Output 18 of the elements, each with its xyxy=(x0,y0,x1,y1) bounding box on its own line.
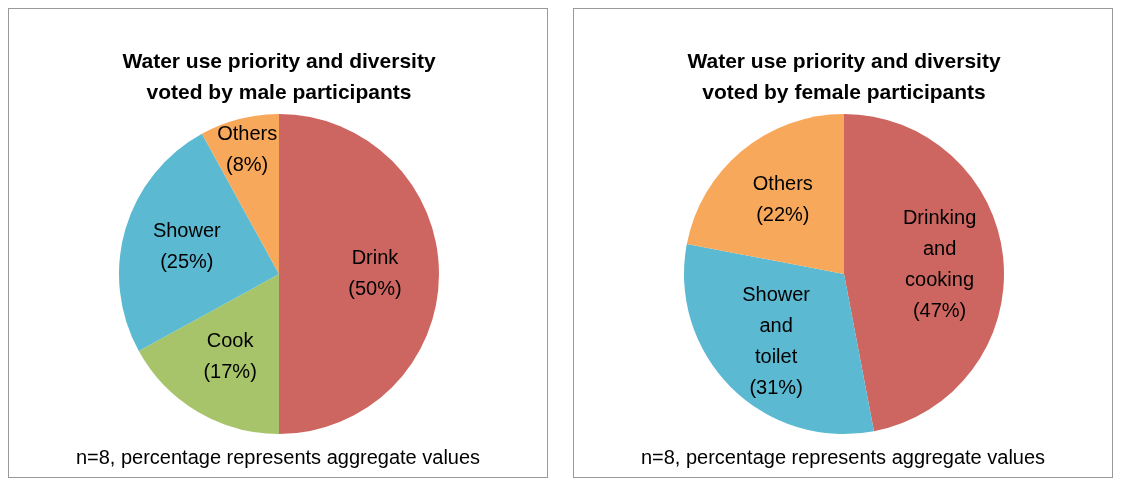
slice-label: Others xyxy=(217,122,278,145)
chart-title: Water use priority and diversity voted by male participants xyxy=(121,48,437,105)
chart-title: Water use priority and diversity voted by female participants xyxy=(686,48,1002,105)
text: n=8, percentage represents aggregate values xyxy=(639,446,1047,469)
text: n=8, percentage represents aggregate values xyxy=(74,446,482,469)
data-label: (22%) xyxy=(756,203,810,226)
slice-label: Cook xyxy=(206,328,255,351)
data-label: (31%) xyxy=(749,375,803,398)
slice-label: Drink xyxy=(351,246,400,269)
slice-label: Drinking and cooking xyxy=(902,205,977,290)
data-label: (25%) xyxy=(160,250,214,273)
data-label: (8%) xyxy=(226,153,269,176)
data-label: (47%) xyxy=(912,298,967,321)
slice-label: Shower and toilet xyxy=(742,282,811,367)
slice-label: Shower xyxy=(152,219,222,242)
data-label: (17%) xyxy=(203,359,257,382)
slice-label: Others xyxy=(752,172,813,195)
data-label: (50%) xyxy=(348,277,402,300)
